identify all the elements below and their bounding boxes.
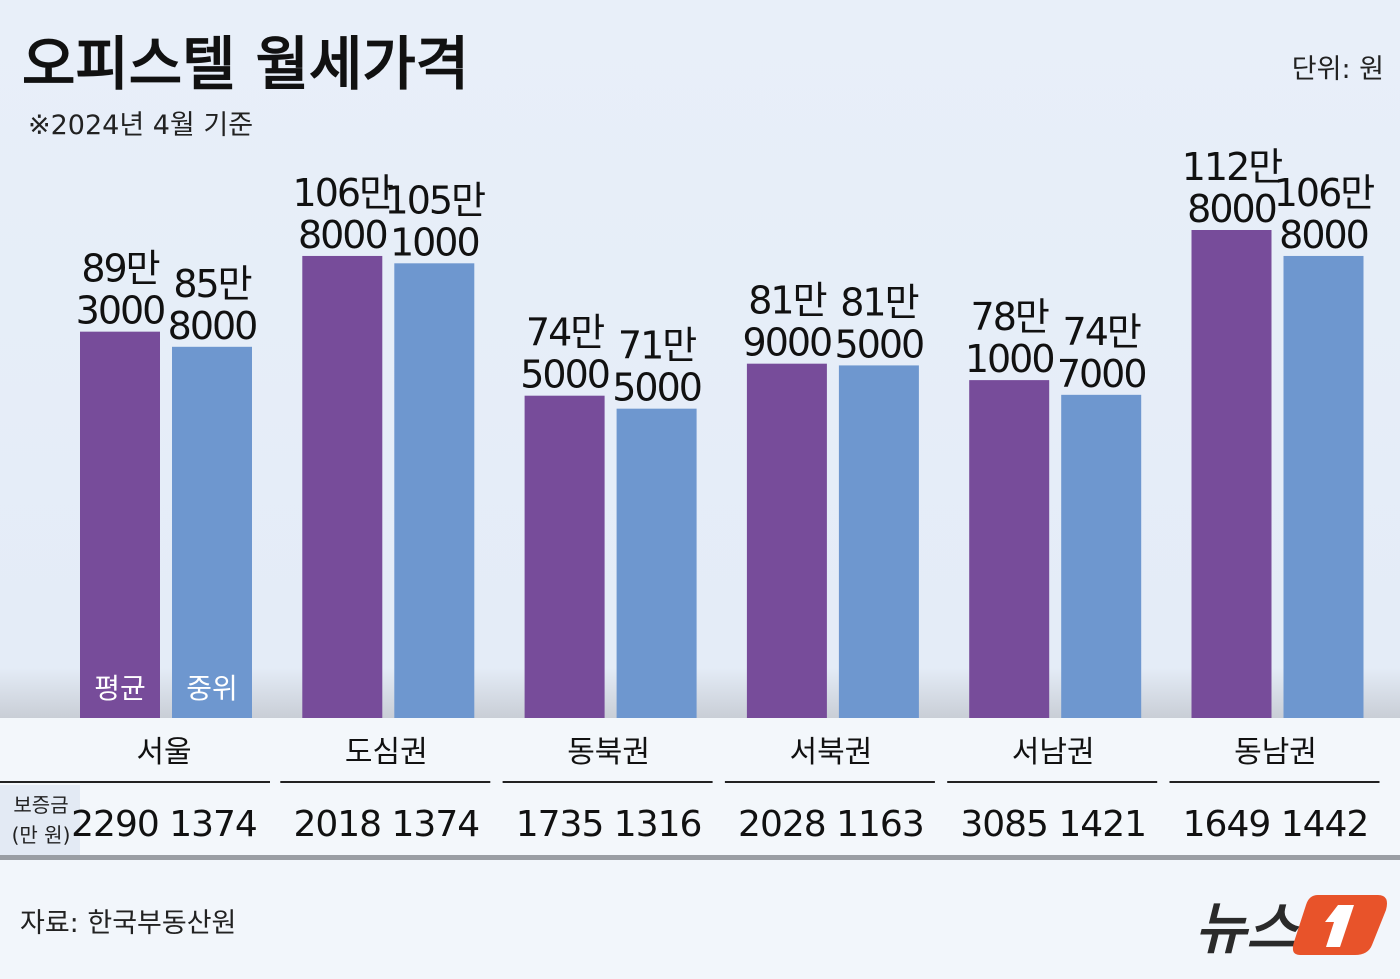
value-label: 8000 [168,304,257,348]
value-label: 8000 [298,213,387,257]
deposit-label: 보증금 [13,793,68,817]
value-label: 85만 [173,262,251,306]
value-label: 8000 [1187,187,1276,231]
value-label: 106만 [293,171,394,215]
bar-average [746,363,827,718]
value-label: 74만 [1063,310,1141,354]
category-divider [0,781,270,783]
value-label: 81만 [748,279,826,323]
value-labels-layer: 89만300085만8000106만8000105만100074만500071만… [76,145,1377,410]
deposit-value: 2028 1163 [738,804,924,845]
category-labels-layer: 서울 2290 1374 도심권 2018 1374 동북권 1735 1316 서북권 20… [0,735,1380,845]
deposit-label-background [0,785,80,857]
value-label: 3000 [76,289,165,333]
deposit-value: 3085 1421 [960,804,1146,845]
bar-median [394,263,475,718]
deposit-value: 1649 1442 [1183,804,1369,845]
value-label: 9000 [743,321,832,365]
bars-layer [80,230,1364,718]
unit-label: 단위: 원 [1292,54,1384,85]
value-label: 5000 [520,353,609,397]
bar-median [616,408,697,718]
category-divider [280,781,491,783]
value-label: 105만 [385,178,486,222]
category-label: 동북권 [567,735,650,770]
value-label: 1000 [965,337,1054,381]
news1-logo: 뉴스 [1195,895,1387,962]
category-divider [1169,781,1380,783]
category-label: 서남권 [1012,735,1095,770]
deposit-value: 2290 1374 [71,804,257,845]
legend-label-median: 중위 [186,672,238,705]
bar-median [838,365,919,718]
source-note: 자료: 한국부동산원 [20,908,236,939]
bar-median [172,346,252,718]
bar-average [302,255,383,718]
bar-average [80,331,160,718]
value-label: 106만 [1274,171,1375,215]
legend-label-average: 평균 [94,672,146,705]
bar-average [1191,230,1272,718]
table-background [0,718,1400,858]
value-label: 74만 [526,311,604,355]
deposit-value: 1735 1316 [516,804,702,845]
table-bottom-rule [0,855,1400,860]
value-label: 89만 [81,247,159,291]
chart-subtitle: ※2024년 4월 기준 [28,110,253,141]
chart-title: 오피스텔 월세가격 [22,30,469,98]
value-label: 81만 [840,280,918,324]
value-label: 78만 [971,295,1049,339]
category-label: 동남권 [1234,735,1317,770]
bar-average [969,380,1050,718]
value-label: 5000 [612,366,701,410]
deposit-value: 2018 1374 [293,804,479,845]
value-label: 71만 [618,324,696,368]
value-label: 112만 [1182,145,1283,189]
category-divider [502,781,713,783]
value-label: 1000 [390,220,479,264]
value-label: 8000 [1279,213,1368,257]
bar-median [1283,255,1364,718]
category-label: 서북권 [789,735,872,770]
category-divider [724,781,935,783]
category-divider [947,781,1158,783]
category-label: 도심권 [345,735,428,770]
deposit-unit-label: (만 원) [12,823,71,847]
value-label: 7000 [1057,352,1146,396]
value-label: 5000 [835,322,924,366]
category-label: 서울 [136,735,191,770]
bar-median [1061,394,1142,718]
svg-text:뉴스: 뉴스 [1195,897,1301,962]
bar-average [524,395,605,718]
